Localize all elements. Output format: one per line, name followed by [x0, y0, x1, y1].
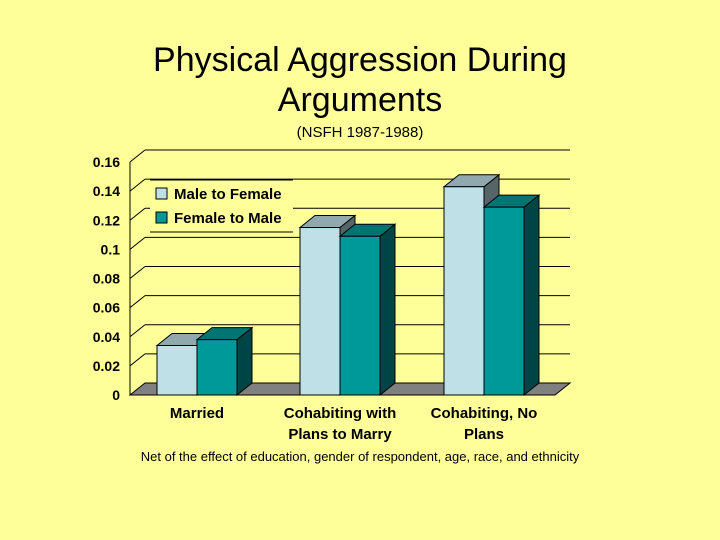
y-tick-label: 0.1 — [101, 241, 121, 257]
y-tick-label: 0.02 — [93, 358, 120, 374]
gridline-side — [129, 207, 146, 221]
y-tick-label: 0.16 — [93, 154, 120, 170]
gridline-side — [129, 324, 146, 338]
chart-footnote: Net of the effect of education, gender o… — [140, 449, 580, 464]
gridline-side — [129, 353, 146, 367]
gridline-side — [129, 178, 146, 192]
legend-label: Male to Female — [174, 186, 282, 203]
x-category-label: Plans — [464, 426, 504, 443]
bar-side — [379, 223, 396, 397]
legend-box — [150, 180, 293, 232]
chart-title-line-2: Arguments — [277, 81, 443, 119]
chart-subtitle: (NSFH 1987-1988) — [296, 124, 424, 141]
chart-title: Physical Aggression During Arguments — [0, 40, 720, 120]
bar — [443, 186, 485, 396]
bar — [339, 235, 381, 396]
legend-swatch — [155, 187, 168, 200]
y-tick-label: 0.14 — [93, 183, 120, 199]
x-category-label: Married — [170, 405, 224, 422]
bar — [299, 227, 341, 396]
x-category-label: Plans to Marry — [288, 426, 392, 443]
y-tick-label: 0.06 — [93, 300, 120, 316]
y-tick-label: 0 — [112, 387, 120, 403]
bar-side — [523, 194, 540, 397]
legend-label: Female to Male — [174, 210, 282, 227]
bar — [196, 339, 238, 396]
chart-title-line-1: Physical Aggression During — [153, 41, 567, 79]
gridline-side — [129, 295, 146, 309]
y-tick-label: 0.12 — [93, 212, 120, 228]
gridline-side — [129, 266, 146, 279]
y-tick-label: 0.08 — [93, 271, 120, 287]
legend-swatch — [155, 211, 168, 224]
x-category-label: Cohabiting, No — [431, 405, 538, 422]
bar — [156, 344, 198, 396]
gridline-side — [129, 149, 146, 163]
y-tick-label: 0.04 — [93, 329, 120, 345]
bar — [483, 206, 525, 396]
x-category-label: Cohabiting with — [284, 405, 396, 422]
gridline-side — [129, 236, 146, 250]
